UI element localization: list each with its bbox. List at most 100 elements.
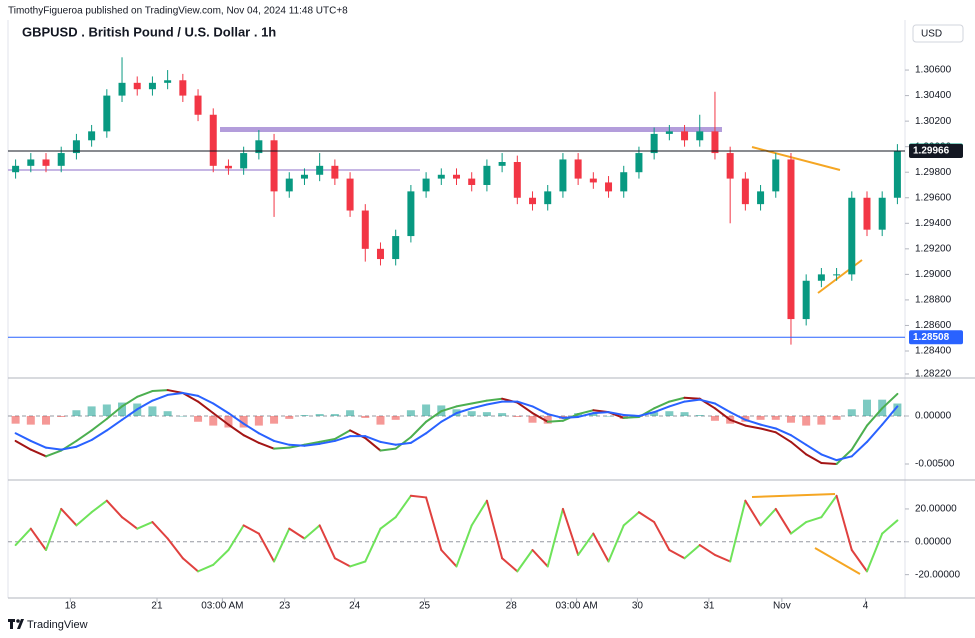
indicator-line	[485, 397, 504, 402]
candle-body	[817, 274, 825, 281]
indicator-line	[729, 411, 747, 421]
candle-body	[42, 159, 50, 166]
histogram-bar	[498, 413, 507, 416]
candle-body	[316, 165, 324, 175]
y-tick-label: 1.29000	[915, 269, 952, 280]
indicator-line	[835, 448, 853, 465]
histogram-bar	[239, 415, 248, 428]
candle-body	[361, 210, 369, 249]
indicator-line	[45, 507, 63, 552]
indicator-line	[789, 440, 808, 456]
histogram-bar	[300, 415, 309, 416]
indicator-line	[181, 557, 200, 573]
indicator-line	[516, 400, 534, 408]
histogram-bar	[42, 415, 51, 425]
histogram-bar	[802, 415, 811, 426]
candle-body	[559, 159, 567, 192]
indicator-line	[394, 441, 412, 446]
indicator-line	[409, 420, 428, 439]
candle-body	[422, 178, 430, 192]
indicator-line	[257, 532, 276, 563]
histogram-bar	[482, 412, 491, 416]
indicator-line	[637, 411, 656, 417]
indicator-line	[668, 400, 686, 408]
indicator-line	[136, 390, 154, 398]
histogram-bar	[254, 415, 263, 426]
indicator-line	[577, 409, 595, 416]
indicator-line	[683, 396, 701, 400]
indicator-line	[516, 549, 534, 573]
candle-body	[133, 82, 141, 90]
indicator-line	[90, 429, 108, 441]
histogram-bar	[361, 415, 370, 418]
candle-body	[148, 82, 156, 90]
candle-body	[12, 165, 20, 173]
histogram-bar	[695, 415, 704, 416]
indicator-line	[759, 507, 777, 527]
indicator-line	[90, 417, 108, 432]
x-tick-label: 03:00 AM	[201, 601, 243, 612]
indicator-line	[561, 507, 580, 556]
indicator-line	[136, 399, 154, 411]
indicator-line	[75, 511, 93, 527]
y-tick-label: 1.29800	[915, 167, 952, 178]
candle-body	[437, 174, 445, 179]
histogram-bar	[543, 415, 552, 424]
indicator-line	[850, 424, 868, 451]
indicator-line	[455, 402, 473, 408]
indicator-line	[197, 563, 215, 573]
histogram-bar	[224, 415, 233, 428]
histogram-bar	[893, 403, 902, 416]
histogram-bar	[391, 415, 400, 420]
indicator-line	[288, 443, 306, 447]
candle-body	[453, 174, 460, 179]
x-tick-label: 03:00 AM	[555, 601, 597, 612]
histogram-bar	[756, 415, 765, 420]
candle-body	[240, 153, 248, 169]
indicator-line	[820, 453, 838, 462]
indicator-line	[121, 408, 139, 421]
histogram-bar	[346, 410, 355, 416]
indicator-line	[60, 507, 78, 527]
x-tick-label: 25	[419, 601, 431, 612]
indicator-line	[455, 407, 473, 415]
indicator-line	[227, 412, 245, 425]
indicator-line	[379, 447, 397, 452]
candle-body	[164, 80, 172, 83]
indicator-line	[531, 549, 549, 568]
histogram-bar	[209, 415, 218, 426]
histogram-bar	[817, 415, 826, 425]
histogram-bar	[680, 412, 689, 416]
histogram-bar	[710, 415, 719, 421]
candle-body	[681, 131, 689, 141]
indicator-line	[653, 405, 671, 414]
indicator-line	[820, 494, 838, 519]
indicator-line	[242, 524, 260, 535]
histogram-bar	[665, 411, 674, 416]
candle-body	[483, 165, 491, 185]
currency-box[interactable]	[912, 24, 964, 43]
indicator-line	[318, 439, 336, 445]
indicator-line	[561, 415, 580, 419]
candle-body	[346, 178, 354, 211]
histogram-bar	[72, 410, 81, 416]
indicator-line	[637, 511, 656, 524]
indicator-line	[805, 516, 823, 524]
x-tick-label: 4	[863, 601, 869, 612]
y-tick-label: -20.00000	[915, 569, 960, 580]
indicator-line	[166, 537, 184, 560]
indicator-line	[105, 405, 124, 420]
indicator-line	[577, 412, 595, 418]
indicator-line	[75, 429, 93, 442]
indicator-line	[698, 544, 716, 556]
indicator-line	[303, 440, 321, 446]
indicator-line	[622, 511, 640, 527]
candle-body	[468, 178, 476, 185]
indicator-line	[197, 394, 215, 405]
divergence-line	[751, 493, 836, 498]
histogram-bar	[771, 415, 780, 420]
candle-body	[726, 153, 734, 179]
y-tick-label: -0.00500	[915, 459, 955, 470]
histogram-bar	[422, 404, 431, 416]
histogram-bar	[285, 415, 294, 419]
